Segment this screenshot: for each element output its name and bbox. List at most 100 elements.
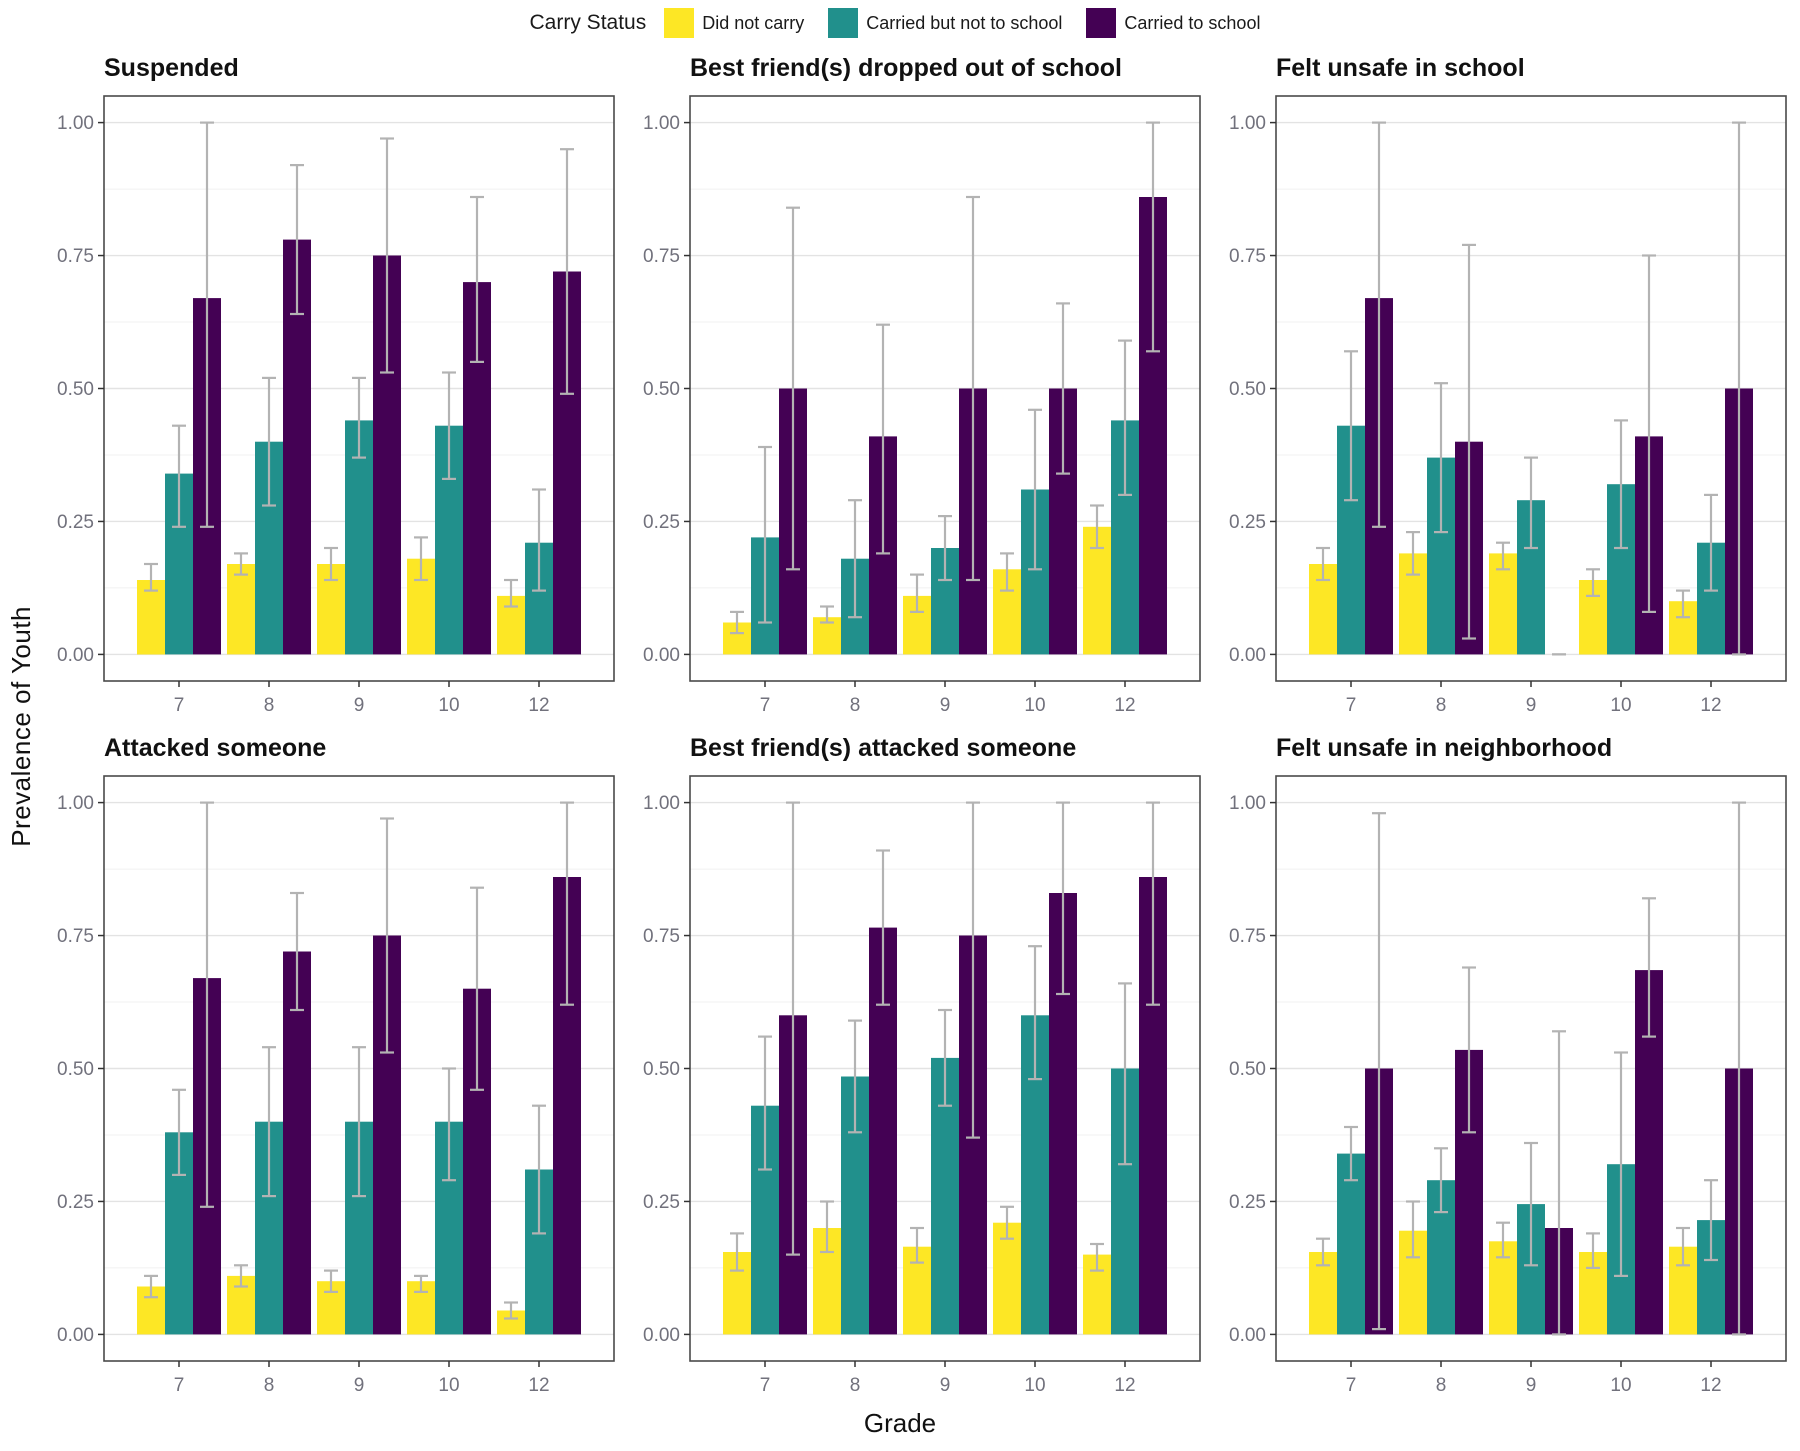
error-bars: [1316, 801, 1746, 1336]
x-tick-label: 10: [438, 695, 459, 716]
x-axis-title-row: Grade: [0, 1406, 1800, 1450]
facet-panel: 0.00 0.25 0.50 0.75 1.00 7 8 9 10 12: [57, 775, 615, 1396]
x-tick-label: 7: [1346, 1375, 1357, 1396]
x-tick-label: 10: [438, 1375, 459, 1396]
x-tick-label: 12: [528, 1375, 549, 1396]
x-axis: 7 8 9 10 12: [174, 681, 550, 716]
facet-panel: 0.00 0.25 0.50 0.75 1.00 7 8 9 10 12: [643, 95, 1201, 716]
x-tick-label: 7: [760, 695, 771, 716]
legend-label: Did not carry: [702, 12, 805, 33]
legend-label: Carried to school: [1124, 12, 1261, 33]
y-tick-label: 0.25: [1229, 512, 1266, 533]
y-tick-label: 0.50: [1229, 379, 1266, 400]
x-tick-label: 9: [1526, 695, 1537, 716]
facet-title: Attacked someone: [104, 734, 327, 762]
y-tick-label: 0.50: [57, 379, 94, 400]
x-tick-label: 10: [1024, 695, 1045, 716]
facet-panel: 0.00 0.25 0.50 0.75 1.00 7 8 9 10 12: [57, 95, 615, 716]
y-tick-label: 1.00: [1229, 793, 1266, 814]
bar: [345, 420, 373, 655]
y-tick-label: 0.50: [1229, 1059, 1266, 1080]
facet-suspended: Suspended 0.00 0.25 0.50 0.75 1.00 7 8 9 10 12: [42, 46, 628, 726]
y-tick-label: 0.00: [1229, 645, 1266, 666]
x-tick-label: 7: [760, 1375, 771, 1396]
x-axis: 7 8 9 10 12: [760, 681, 1136, 716]
error-bars: [730, 121, 1160, 635]
y-tick-label: 1.00: [1229, 113, 1266, 134]
bar: [137, 580, 165, 655]
y-tick-label: 0.00: [57, 645, 94, 666]
x-tick-label: 12: [1700, 695, 1721, 716]
legend-label: Carried but not to school: [866, 12, 1063, 33]
x-tick-label: 9: [354, 1375, 365, 1396]
x-tick-label: 12: [1114, 1375, 1135, 1396]
chart-felt-unsafe-school: 0.00 0.25 0.50 0.75 1.00 7 8 9 10 12: [1214, 86, 1800, 726]
y-tick-label: 0.25: [643, 1192, 680, 1213]
y-axis: 0.00 0.25 0.50 0.75 1.00: [643, 793, 690, 1346]
y-axis: 0.00 0.25 0.50 0.75 1.00: [57, 793, 104, 1346]
y-tick-label: 1.00: [57, 113, 94, 134]
error-bars: [730, 801, 1160, 1272]
x-tick-label: 10: [1610, 695, 1631, 716]
legend-item-carried-to-school: Carried to school: [1086, 8, 1260, 38]
y-tick-label: 0.75: [1229, 246, 1266, 267]
chart-best-friends-attacked: 0.00 0.25 0.50 0.75 1.00 7 8 9 10 12: [628, 766, 1214, 1406]
x-tick-label: 10: [1610, 1375, 1631, 1396]
x-tick-label: 8: [850, 1375, 861, 1396]
x-tick-label: 9: [1526, 1375, 1537, 1396]
x-tick-label: 9: [940, 695, 951, 716]
x-axis: 7 8 9 10 12: [174, 1361, 550, 1396]
y-tick-label: 0.25: [57, 512, 94, 533]
facet-best-friends-attacked: Best friend(s) attacked someone 0.00 0.25…: [628, 726, 1214, 1406]
y-tick-label: 0.50: [643, 1059, 680, 1080]
x-tick-label: 12: [1700, 1375, 1721, 1396]
y-axis-title-column: Prevalence of Youth: [0, 46, 42, 1406]
legend-swatch-yellow: [664, 8, 695, 38]
y-axis: 0.00 0.25 0.50 0.75 1.00: [643, 113, 690, 666]
y-tick-label: 0.75: [57, 926, 94, 947]
x-tick-label: 8: [1436, 1375, 1447, 1396]
x-tick-label: 8: [850, 695, 861, 716]
facet-felt-unsafe-school: Felt unsafe in school 0.00 0.25 0.50 0.75 1.…: [1214, 46, 1800, 726]
x-tick-label: 8: [264, 1375, 275, 1396]
legend: Carry Status Did not carry Carried but n…: [0, 0, 1800, 46]
error-bars: [144, 121, 574, 608]
y-tick-label: 1.00: [643, 113, 680, 134]
legend-swatch-purple: [1086, 8, 1117, 38]
x-tick-label: 8: [1436, 695, 1447, 716]
chart-attacked-someone: 0.00 0.25 0.50 0.75 1.00 7 8 9 10 12: [42, 766, 628, 1406]
facet-panel: 0.00 0.25 0.50 0.75 1.00 7 8 9 10 12: [1229, 95, 1787, 716]
y-tick-label: 0.00: [57, 1325, 94, 1346]
y-tick-label: 0.25: [643, 512, 680, 533]
bars: [137, 239, 581, 655]
y-tick-label: 1.00: [643, 793, 680, 814]
y-tick-label: 0.75: [643, 246, 680, 267]
facet-title: Best friend(s) attacked someone: [690, 734, 1077, 762]
y-axis: 0.00 0.25 0.50 0.75 1.00: [57, 113, 104, 666]
error-bars: [144, 801, 574, 1320]
y-axis: 0.00 0.25 0.50 0.75 1.00: [1229, 113, 1276, 666]
facet-title: Felt unsafe in neighborhood: [1276, 734, 1613, 762]
x-axis: 7 8 9 10 12: [760, 1361, 1136, 1396]
facet-attacked-someone: Attacked someone 0.00 0.25 0.50 0.75 1.00 7 8 9…: [42, 726, 628, 1406]
y-tick-label: 0.00: [643, 645, 680, 666]
facet-panel: 0.00 0.25 0.50 0.75 1.00 7 8 9 10 12: [1229, 775, 1787, 1396]
x-tick-label: 8: [264, 695, 275, 716]
bar: [1337, 1153, 1365, 1335]
y-tick-label: 0.75: [57, 246, 94, 267]
facet-grid: Suspended 0.00 0.25 0.50 0.75 1.00 7 8 9 10 12 Be…: [42, 46, 1800, 1406]
facet-best-friends-dropped-out: Best friend(s) dropped out of school 0.0…: [628, 46, 1214, 726]
chart-suspended: 0.00 0.25 0.50 0.75 1.00 7 8 9 10 12: [42, 86, 628, 726]
bar: [497, 1310, 525, 1335]
x-axis: 7 8 9 10 12: [1346, 681, 1722, 716]
x-tick-label: 7: [174, 695, 185, 716]
y-tick-label: 0.75: [1229, 926, 1266, 947]
y-tick-label: 0.50: [57, 1059, 94, 1080]
chart-best-friends-dropped-out: 0.00 0.25 0.50 0.75 1.00 7 8 9 10 12: [628, 86, 1214, 726]
facet-title: Suspended: [104, 54, 239, 82]
y-tick-label: 0.50: [643, 379, 680, 400]
bar: [993, 1222, 1021, 1335]
y-tick-label: 0.25: [57, 1192, 94, 1213]
y-tick-label: 0.00: [643, 1325, 680, 1346]
legend-item-did-not-carry: Did not carry: [664, 8, 804, 38]
